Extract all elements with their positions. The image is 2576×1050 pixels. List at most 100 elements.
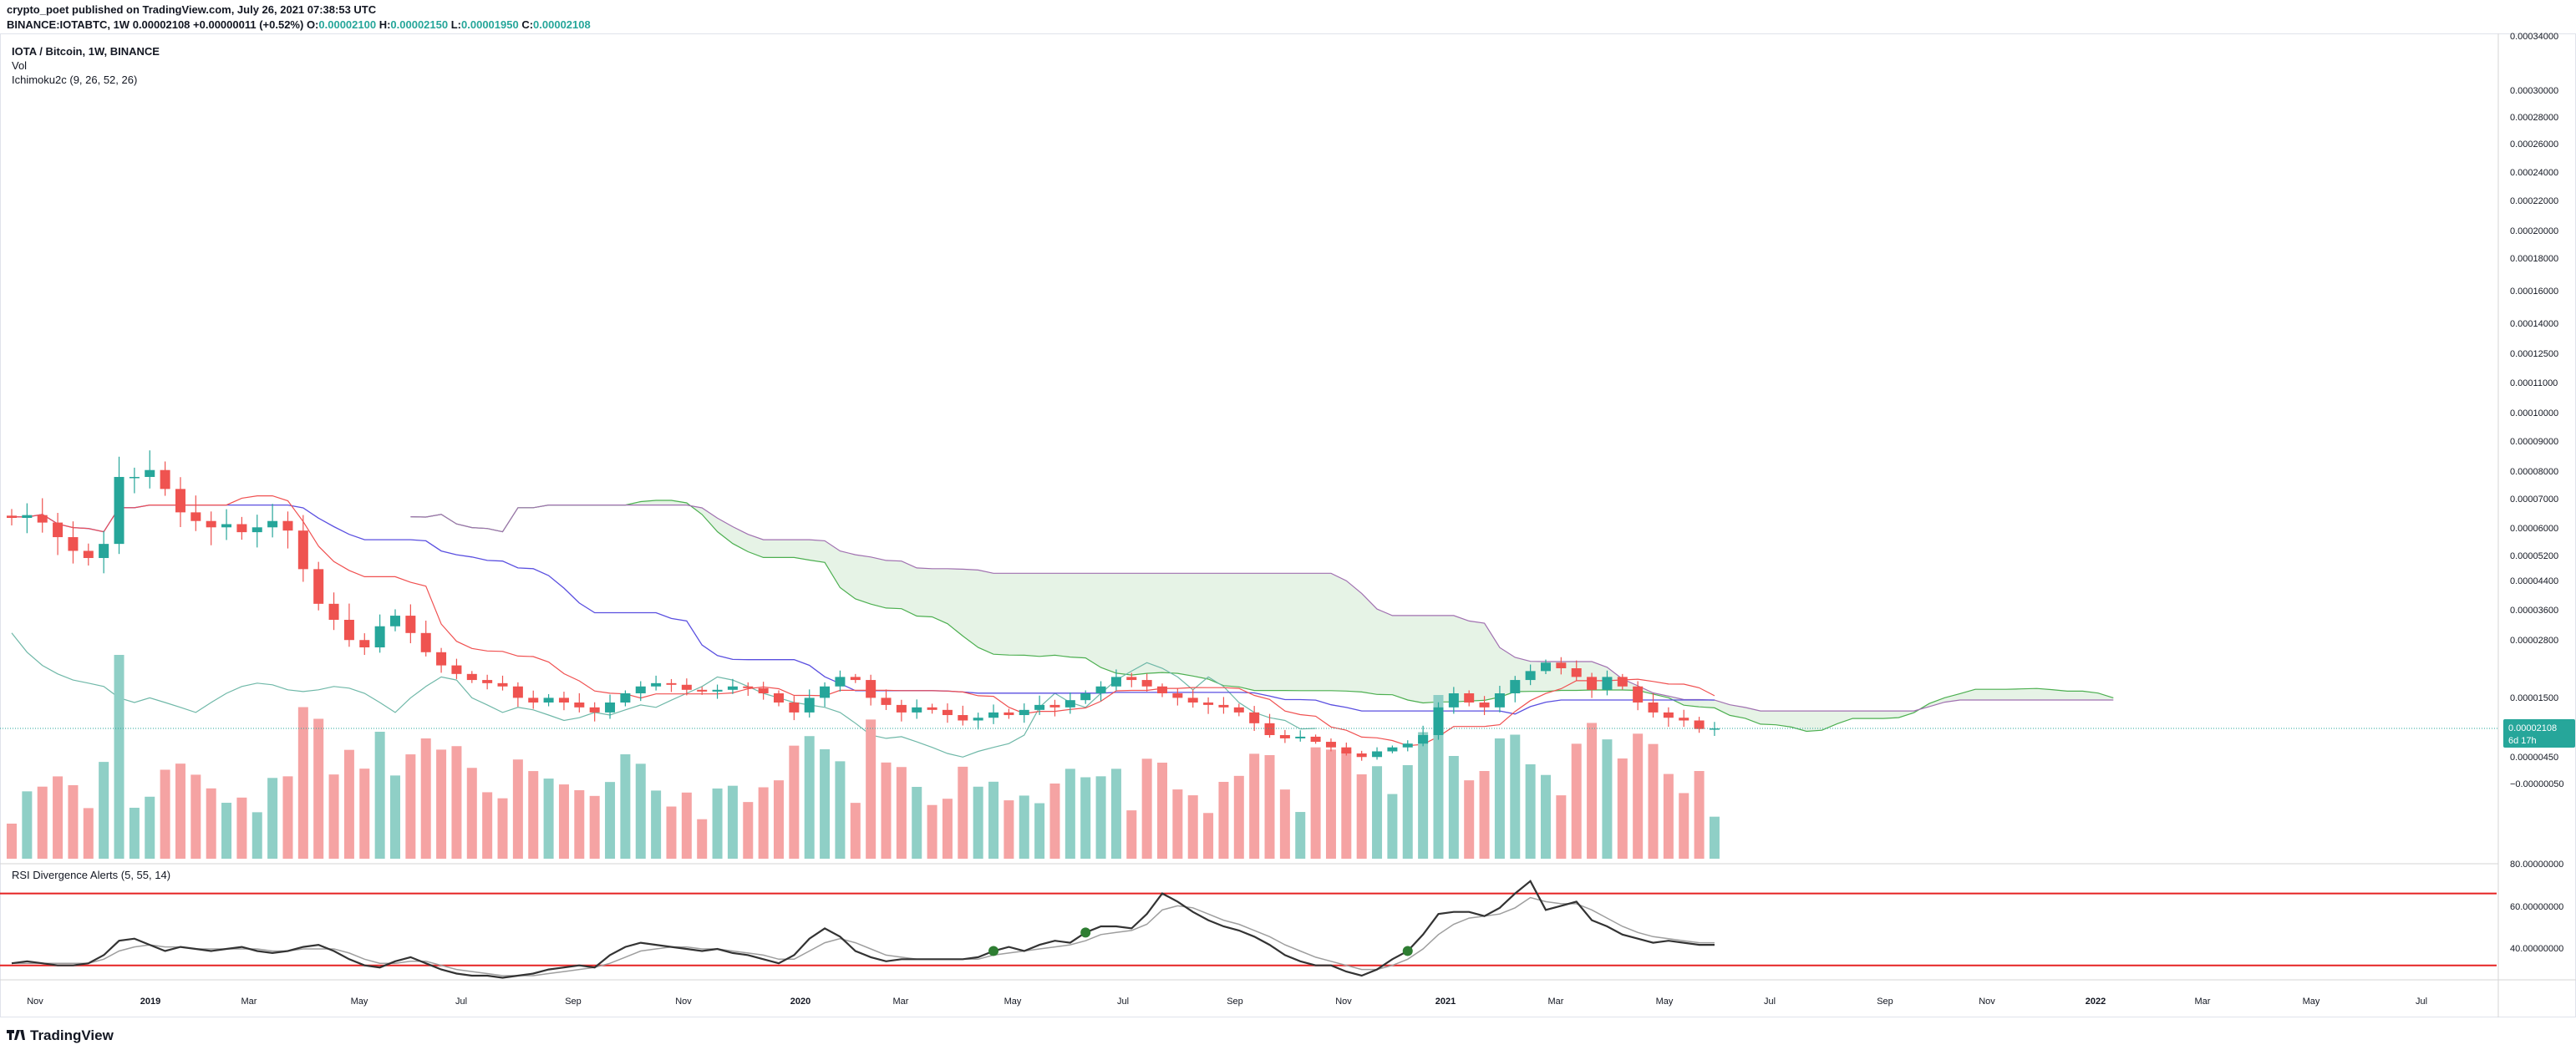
candle-body [1110,677,1121,687]
candle-body [1157,686,1167,693]
candle-body [236,524,247,533]
candle-body [1295,736,1306,738]
time-tick-label: May [1656,997,1674,1007]
candle-body [958,715,968,721]
time-tick-label: Sep [1877,997,1893,1007]
volume-bar [7,824,17,859]
rsi-divergence-marker [1080,927,1091,938]
time-tick-label: 2020 [790,997,810,1007]
volume-bar [1402,765,1413,859]
candle-body [1049,704,1060,708]
rsi-divergence-marker [988,946,999,956]
volume-bar [774,780,784,859]
time-tick-label: Sep [1227,997,1243,1007]
candle-body [451,665,462,674]
volume-bar [1218,782,1229,859]
volume-bar [1602,739,1613,859]
volume-bar [1464,780,1475,859]
candle-body [1019,709,1029,716]
volume-bar [835,761,846,859]
volume-bar [681,792,692,859]
candle-body [1433,707,1444,735]
price-tick-label: 0.00016000 [2510,287,2558,297]
candle-body [390,616,400,626]
candle-body [543,697,554,703]
volume-bar [175,763,185,859]
candle-body [635,686,646,693]
volume-bar [512,759,523,859]
open-value: 0.00002100 [318,18,377,31]
candle-body [697,689,708,692]
candle-body [1064,700,1075,708]
close-label: C: [521,18,534,31]
candle-body [881,697,892,705]
volume-bar [405,754,416,859]
candle-body [1402,743,1413,748]
volume-bar [1034,803,1045,859]
candle-body [282,520,293,531]
candle-body [528,697,539,703]
last-price: 0.00002108 [132,18,191,31]
time-tick-label: Jul [1764,997,1776,1007]
price-tick-label: 0.00010000 [2510,408,2558,418]
volume-bar [1157,763,1167,859]
open-label: O: [306,18,319,31]
candle-body [53,522,64,538]
volume-bar [1494,738,1505,859]
candle-body [37,515,48,523]
tradingview-logo[interactable]: TradingView [7,1027,114,1044]
time-tick-label: May [2303,997,2320,1007]
close-value: 0.00002108 [533,18,591,31]
ichimoku-chikou [11,632,1316,758]
candle-body [942,709,953,716]
price-tick-label: 0.00002800 [2510,636,2558,646]
volume-bar [436,749,447,859]
price-tick-label: 0.00008000 [2510,467,2558,477]
volume-bar [789,745,800,859]
rsi-line [11,880,1715,979]
volume-bar [1587,723,1598,859]
candle-body [1233,707,1244,713]
high-label: H: [379,18,391,31]
main-legend-title: IOTA / Bitcoin, 1W, BINANCE [12,45,160,58]
volume-bar [1341,751,1352,859]
volume-bar [191,774,201,859]
volume-bar [758,787,769,859]
price-tick-label: 0.00009000 [2510,437,2558,447]
candle-body [1602,677,1613,690]
time-tick-label: Jul [1117,997,1129,1007]
volume-bar [1264,755,1275,859]
ichimoku-legend: Ichimoku2c (9, 26, 52, 26) [12,74,138,86]
candle-body [620,693,631,703]
volume-bar [942,799,953,859]
candle-body [927,707,937,710]
candle-body [1356,753,1367,758]
candle-body [206,520,216,528]
candle-body [1310,736,1321,743]
price-change: +0.00000011 (+0.52%) [193,18,304,31]
candle-body [896,704,907,713]
volume-bar [1679,793,1689,859]
volume-bar [420,738,431,859]
candle-body [114,476,124,545]
low-label: L: [450,18,462,31]
time-tick-label: Nov [1335,997,1352,1007]
volume-bar [543,779,554,859]
candle-body [83,550,94,559]
tradingview-icon [7,1030,25,1040]
volume-bar [145,796,155,859]
volume-bar [804,736,815,859]
volume-bar [267,778,278,859]
volume-bar [482,792,493,859]
candle-body [605,703,616,713]
volume-bar [129,808,140,859]
volume-bar [252,812,262,859]
time-tick-label: Jul [455,997,467,1007]
candle-body [129,476,140,479]
candle-body [1479,703,1490,708]
volume-bar [1633,733,1644,859]
candle-body [328,603,339,620]
candle-body [1187,697,1198,703]
candle-body [221,524,232,528]
